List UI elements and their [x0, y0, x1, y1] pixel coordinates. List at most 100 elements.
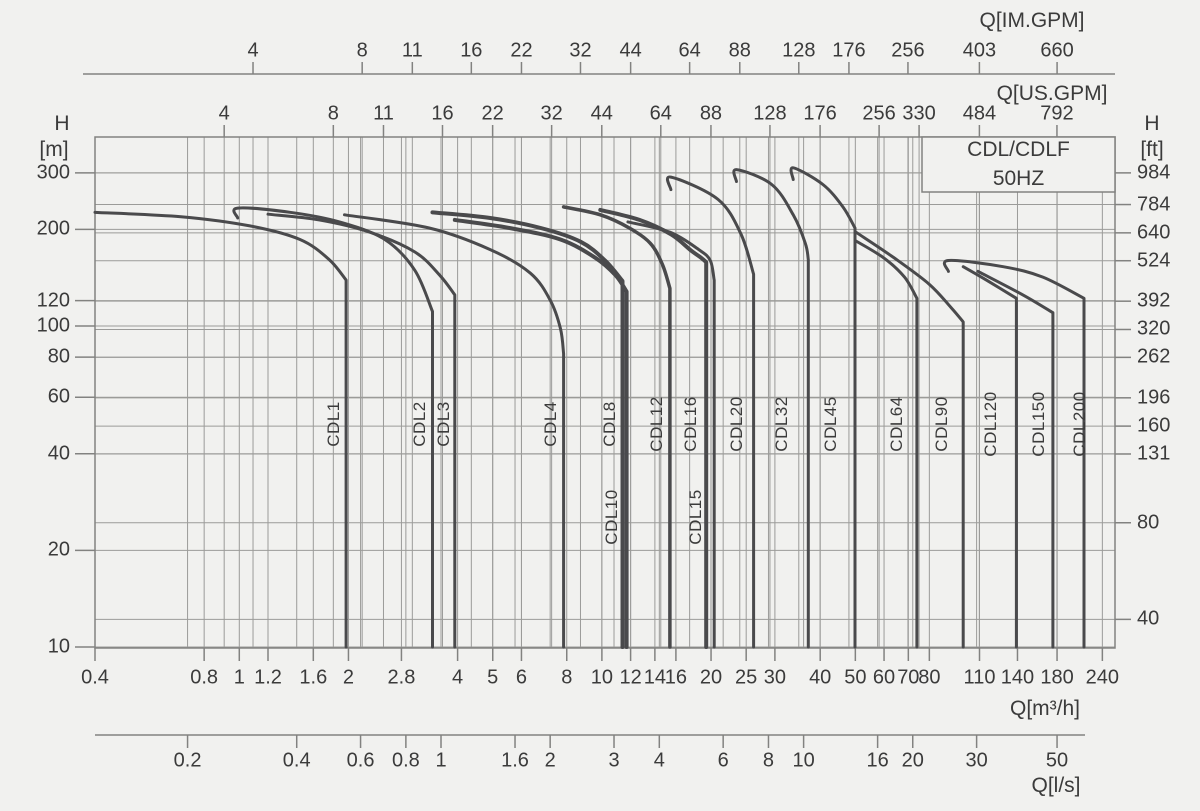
- ls-tick-label: 0.4: [282, 749, 311, 772]
- h-m-tick-label: 200: [36, 217, 70, 240]
- h-m-tick-label: 120: [36, 289, 70, 312]
- curve-label-CDL12: CDL12: [647, 396, 666, 452]
- h-ft-tick-label: 131: [1137, 442, 1171, 465]
- im-tick-label: 16: [460, 39, 483, 62]
- ls-tick-label: 1.6: [501, 749, 529, 772]
- m3h-tick-label: 14: [643, 666, 666, 689]
- us-tick-label: 4: [218, 102, 230, 125]
- h-m-tick-label: 10: [47, 635, 70, 658]
- h-ft-tick-label: 320: [1137, 317, 1171, 340]
- curve-CDL15: [626, 220, 716, 649]
- us-tick-label: 484: [962, 102, 997, 125]
- ls-tick-label: 16: [866, 749, 889, 772]
- curve-label-CDL16: CDL16: [681, 396, 700, 452]
- curve-label-CDL8: CDL8: [600, 401, 619, 447]
- ls-tick-label: 3: [608, 749, 620, 772]
- m3h-tick-label: 60: [872, 666, 896, 689]
- ls-axis-title: Q[l/s]: [1031, 774, 1081, 797]
- h-ft-tick-label: 262: [1137, 345, 1171, 368]
- curve-CDL1: [93, 210, 348, 649]
- im-tick-label: 11: [401, 39, 423, 62]
- curve-label-CDL45: CDL45: [821, 396, 840, 452]
- m3h-tick-label: 20: [699, 666, 723, 689]
- us-tick-label: 256: [862, 102, 896, 125]
- im-tick-label: 4: [247, 39, 259, 62]
- h-m-tick-label: 100: [36, 314, 70, 337]
- curve-CDL3: [266, 212, 457, 649]
- curve-CDL90: [854, 230, 965, 649]
- left-axis-unit: [m]: [39, 138, 69, 161]
- us-gpm-axis-title: Q[US.GPM]: [996, 82, 1108, 105]
- im-tick-label: 176: [832, 39, 866, 62]
- m3h-tick-label: 4: [452, 666, 464, 689]
- h-ft-tick-label: 524: [1137, 249, 1171, 272]
- im-tick-label: 8: [356, 39, 368, 62]
- ls-tick-label: 0.8: [391, 749, 420, 772]
- im-tick-label: 22: [510, 39, 533, 62]
- us-tick-label: 792: [1040, 102, 1074, 125]
- ls-tick-label: 4: [653, 749, 665, 772]
- ls-tick-label: 0.6: [346, 749, 375, 772]
- title-box-rect: [921, 136, 1116, 193]
- curve-label-CDL64: CDL64: [887, 396, 906, 452]
- m3h-tick-label: 10: [590, 666, 614, 689]
- curve-label-CDL90: CDL90: [932, 396, 951, 452]
- curve-CDL16: [598, 207, 709, 649]
- h-ft-tick-label: 392: [1137, 289, 1171, 312]
- m3h-tick-label: 40: [809, 666, 832, 689]
- curve-CDL200: [942, 258, 1086, 649]
- m3h-tick-label: 0.8: [190, 666, 219, 689]
- curve-CDL120: [961, 265, 1018, 649]
- im-tick-label: 32: [569, 39, 592, 62]
- curve-label-CDL32: CDL32: [772, 396, 791, 452]
- curve-label-CDL2: CDL2: [410, 401, 429, 447]
- im-tick-label: 64: [678, 39, 701, 62]
- left-axis-letter: H: [54, 112, 70, 135]
- curve-label-CDL20: CDL20: [727, 396, 746, 452]
- im-tick-label: 660: [1040, 39, 1074, 62]
- m3h-tick-label: 240: [1085, 666, 1120, 689]
- m3h-tick-label: 80: [918, 666, 941, 689]
- plot-border: [94, 136, 1116, 649]
- ls-tick-label: 50: [1045, 749, 1069, 772]
- curve-label-CDL120: CDL120: [981, 391, 1000, 457]
- m3h-tick-label: 6: [515, 666, 527, 689]
- m3h-axis-title: Q[m³/h]: [1009, 697, 1081, 720]
- h-ft-tick-label: 640: [1137, 221, 1171, 244]
- curve-label-CDL1: CDL1: [324, 401, 343, 447]
- m3h-tick-label: 1: [233, 666, 245, 689]
- right-axis-letter: H: [1144, 112, 1160, 135]
- im-tick-label: 88: [728, 39, 751, 62]
- curve-CDL4: [342, 213, 566, 649]
- im-tick-label: 128: [782, 39, 816, 62]
- h-ft-tick-label: 984: [1137, 161, 1171, 184]
- curve-CDL8: [430, 210, 625, 649]
- us-tick-label: 44: [590, 102, 613, 125]
- h-ft-tick-label: 196: [1137, 386, 1171, 409]
- ls-tick-label: 10: [792, 749, 815, 772]
- us-tick-label: 330: [902, 102, 936, 125]
- us-tick-label: 128: [753, 102, 787, 125]
- curve-CDL10: [452, 217, 629, 649]
- ls-tick-label: 30: [965, 749, 988, 772]
- curve-CDL45: [789, 166, 857, 649]
- im-tick-label: 256: [891, 39, 925, 62]
- ls-tick-label: 8: [762, 749, 775, 772]
- ls-tick-label: 6: [717, 749, 729, 772]
- im-tick-label: 403: [962, 39, 997, 62]
- chart-title-box: CDL/CDLF 50HZ: [922, 137, 1115, 192]
- m3h-tick-label: 12: [619, 666, 642, 689]
- m3h-tick-label: 110: [963, 666, 996, 689]
- h-m-tick-label: 80: [47, 345, 70, 368]
- right-axis-unit: [ft]: [1140, 138, 1164, 161]
- h-m-tick-label: 60: [47, 385, 70, 408]
- curve-label-CDL3: CDL3: [434, 401, 453, 447]
- curve-label-CDL15: CDL15: [686, 489, 705, 545]
- m3h-tick-label: 16: [664, 666, 688, 689]
- ls-tick-label: 1: [435, 749, 447, 772]
- m3h-tick-label: 50: [844, 666, 867, 689]
- us-tick-label: 11: [373, 102, 394, 125]
- us-tick-label: 8: [327, 102, 339, 125]
